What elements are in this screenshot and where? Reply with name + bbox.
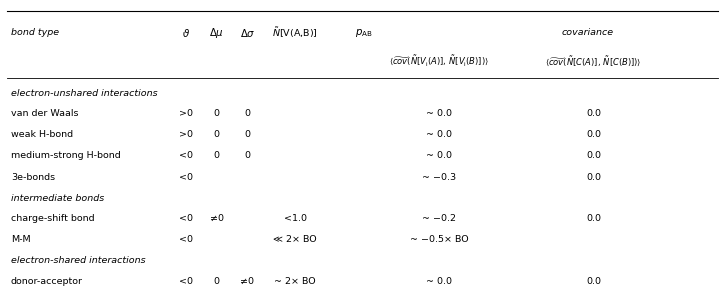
Text: >0: >0 <box>179 109 194 118</box>
Text: ≠0: ≠0 <box>210 214 224 223</box>
Text: 0.0: 0.0 <box>586 151 601 160</box>
Text: $\vartheta$: $\vartheta$ <box>182 26 191 39</box>
Text: covariance: covariance <box>562 28 614 37</box>
Text: medium-strong H-bond: medium-strong H-bond <box>11 151 120 160</box>
Text: ≪ 2× BO: ≪ 2× BO <box>273 235 317 244</box>
Text: 0.0: 0.0 <box>586 214 601 223</box>
Text: $\tilde{N}$[V(A,B)]: $\tilde{N}$[V(A,B)] <box>272 25 318 40</box>
Text: ~ 0.0: ~ 0.0 <box>426 151 452 160</box>
Text: 3e-bonds: 3e-bonds <box>11 173 55 181</box>
Text: ~ 0.0: ~ 0.0 <box>426 277 452 286</box>
Text: intermediate bonds: intermediate bonds <box>11 194 104 203</box>
Text: <0: <0 <box>179 277 194 286</box>
Text: 0: 0 <box>214 130 220 139</box>
Text: 0: 0 <box>214 109 220 118</box>
Text: $\Delta\sigma$: $\Delta\sigma$ <box>239 26 255 39</box>
Text: 0: 0 <box>244 130 250 139</box>
Text: $\langle\widetilde{cov}(\tilde{N}[V_{\rm i}(A)],\,\tilde{N}[V_{\rm i}(B)])\rangl: $\langle\widetilde{cov}(\tilde{N}[V_{\rm… <box>389 53 489 68</box>
Text: M-M: M-M <box>11 235 30 244</box>
Text: electron-shared interactions: electron-shared interactions <box>11 256 146 265</box>
Text: $\langle\widetilde{cov}(\tilde{N}[C(A)],\,\tilde{N}[C(B)])\rangle$: $\langle\widetilde{cov}(\tilde{N}[C(A)],… <box>545 54 642 68</box>
Text: 0: 0 <box>244 109 250 118</box>
Text: bond type: bond type <box>11 28 59 37</box>
Text: ~ −0.3: ~ −0.3 <box>422 173 456 181</box>
Text: ~ 2× BO: ~ 2× BO <box>274 277 316 286</box>
Text: 0.0: 0.0 <box>586 130 601 139</box>
Text: 0.0: 0.0 <box>586 173 601 181</box>
Text: $\Delta\mu$: $\Delta\mu$ <box>210 26 224 39</box>
Text: weak H-bond: weak H-bond <box>11 130 73 139</box>
Text: charge-shift bond: charge-shift bond <box>11 214 94 223</box>
Text: 0.0: 0.0 <box>586 109 601 118</box>
Text: ~ −0.2: ~ −0.2 <box>422 214 456 223</box>
Text: <0: <0 <box>179 235 194 244</box>
Text: donor-acceptor: donor-acceptor <box>11 277 83 286</box>
Text: ~ −0.5× BO: ~ −0.5× BO <box>410 235 468 244</box>
Text: ≠0: ≠0 <box>241 277 254 286</box>
Text: >0: >0 <box>179 130 194 139</box>
Text: ~ 0.0: ~ 0.0 <box>426 109 452 118</box>
Text: ~ 0.0: ~ 0.0 <box>426 130 452 139</box>
Text: van der Waals: van der Waals <box>11 109 78 118</box>
Text: 0: 0 <box>214 151 220 160</box>
Text: <0: <0 <box>179 151 194 160</box>
Text: 0: 0 <box>214 277 220 286</box>
Text: electron-unshared interactions: electron-unshared interactions <box>11 89 157 98</box>
Text: 0: 0 <box>244 151 250 160</box>
Text: 0.0: 0.0 <box>586 277 601 286</box>
Text: <0: <0 <box>179 214 194 223</box>
Text: <1.0: <1.0 <box>283 214 307 223</box>
Text: <0: <0 <box>179 173 194 181</box>
Text: $p_{\rm AB}$: $p_{\rm AB}$ <box>355 26 373 39</box>
